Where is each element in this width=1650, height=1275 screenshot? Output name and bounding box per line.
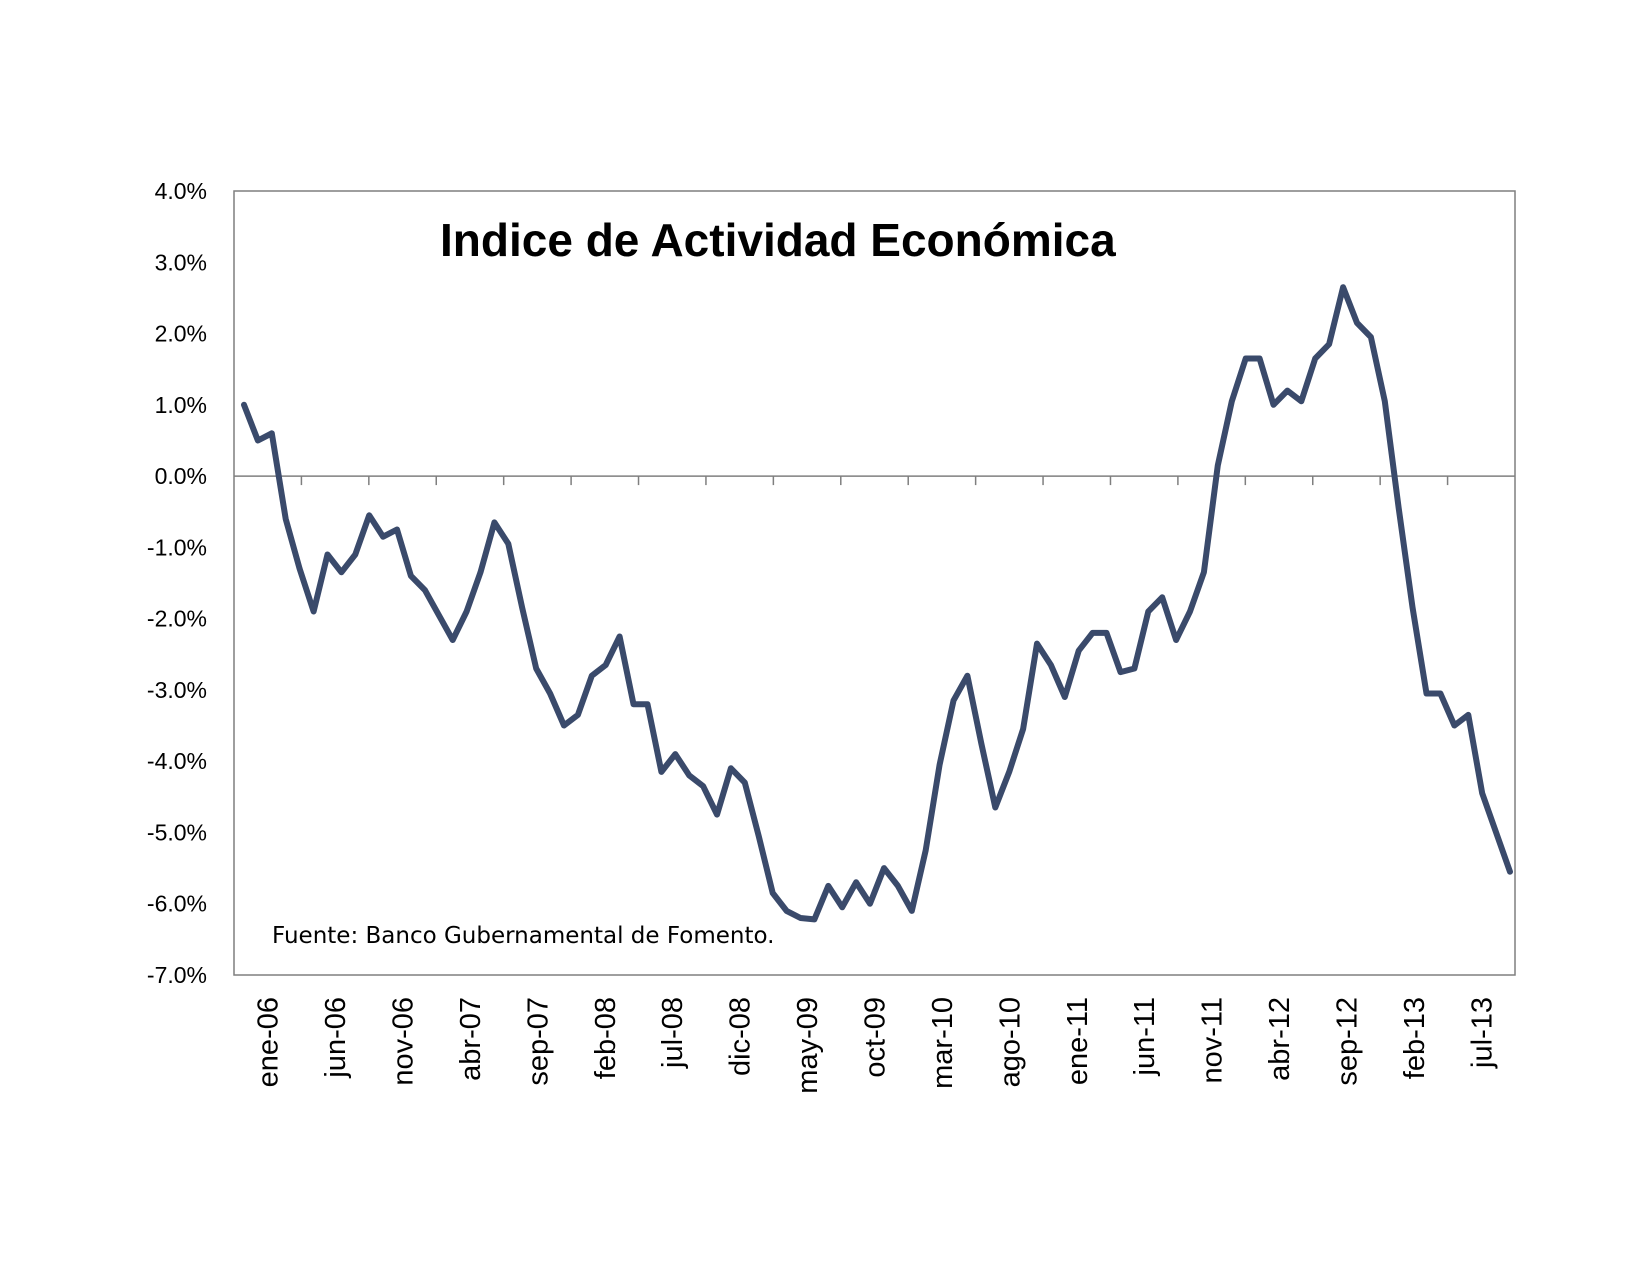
x-tick-label: jul-08 (657, 997, 689, 1069)
y-tick-label: 1.0% (155, 392, 207, 418)
x-tick-label: jul-13 (1466, 997, 1498, 1069)
y-tick-label: 0.0% (155, 463, 207, 489)
y-tick-label: -1.0% (147, 534, 207, 560)
x-tick-label: sep-07 (522, 997, 554, 1086)
x-tick-label: dic-08 (725, 997, 757, 1076)
x-tick-label: abr-07 (455, 997, 487, 1081)
plot-frame (233, 190, 1516, 976)
y-tick-label: 2.0% (155, 321, 207, 347)
x-tick-label: abr-12 (1264, 997, 1296, 1081)
x-tick-label: oct-09 (860, 997, 892, 1078)
x-tick-label: may-09 (792, 997, 824, 1094)
x-tick-label: sep-12 (1331, 997, 1363, 1086)
y-tick-label: -2.0% (147, 606, 207, 632)
x-tick-label: feb-08 (590, 997, 622, 1079)
chart-title: Indice de Actividad Económica (440, 214, 1116, 266)
x-tick-label: nov-11 (1197, 997, 1229, 1084)
x-axis-minor-ticks (300, 476, 1449, 486)
x-axis-ticks: ene-06 jun-06 nov-06 abr-07 sep-07 feb-08 jul-… (253, 997, 1499, 1094)
y-tick-label: -5.0% (147, 819, 207, 845)
x-tick-label: jun-06 (320, 997, 352, 1079)
x-tick-label: ene-06 (253, 997, 285, 1087)
x-tick-label: ago-10 (994, 997, 1026, 1087)
y-tick-label: -7.0% (147, 962, 207, 988)
y-axis-ticks: 4.0% 3.0% 2.0% 1.0% 0.0% -1.0% -2.0% -3.0% -4.0%… (147, 178, 207, 988)
y-tick-label: -3.0% (147, 677, 207, 703)
y-tick-label: 3.0% (155, 249, 207, 275)
y-tick-label: -6.0% (147, 891, 207, 917)
x-tick-label: jun-11 (1129, 997, 1161, 1076)
x-tick-label: nov-06 (388, 997, 420, 1086)
x-tick-label: ene-11 (1062, 997, 1094, 1085)
series-line (241, 284, 1513, 923)
source-note: Fuente: Banco Gubernamental de Fomento. (272, 923, 774, 949)
x-tick-label: mar-10 (927, 997, 959, 1089)
y-tick-label: 4.0% (155, 178, 207, 204)
x-tick-label: feb-13 (1399, 997, 1431, 1079)
y-tick-label: -4.0% (147, 748, 207, 774)
